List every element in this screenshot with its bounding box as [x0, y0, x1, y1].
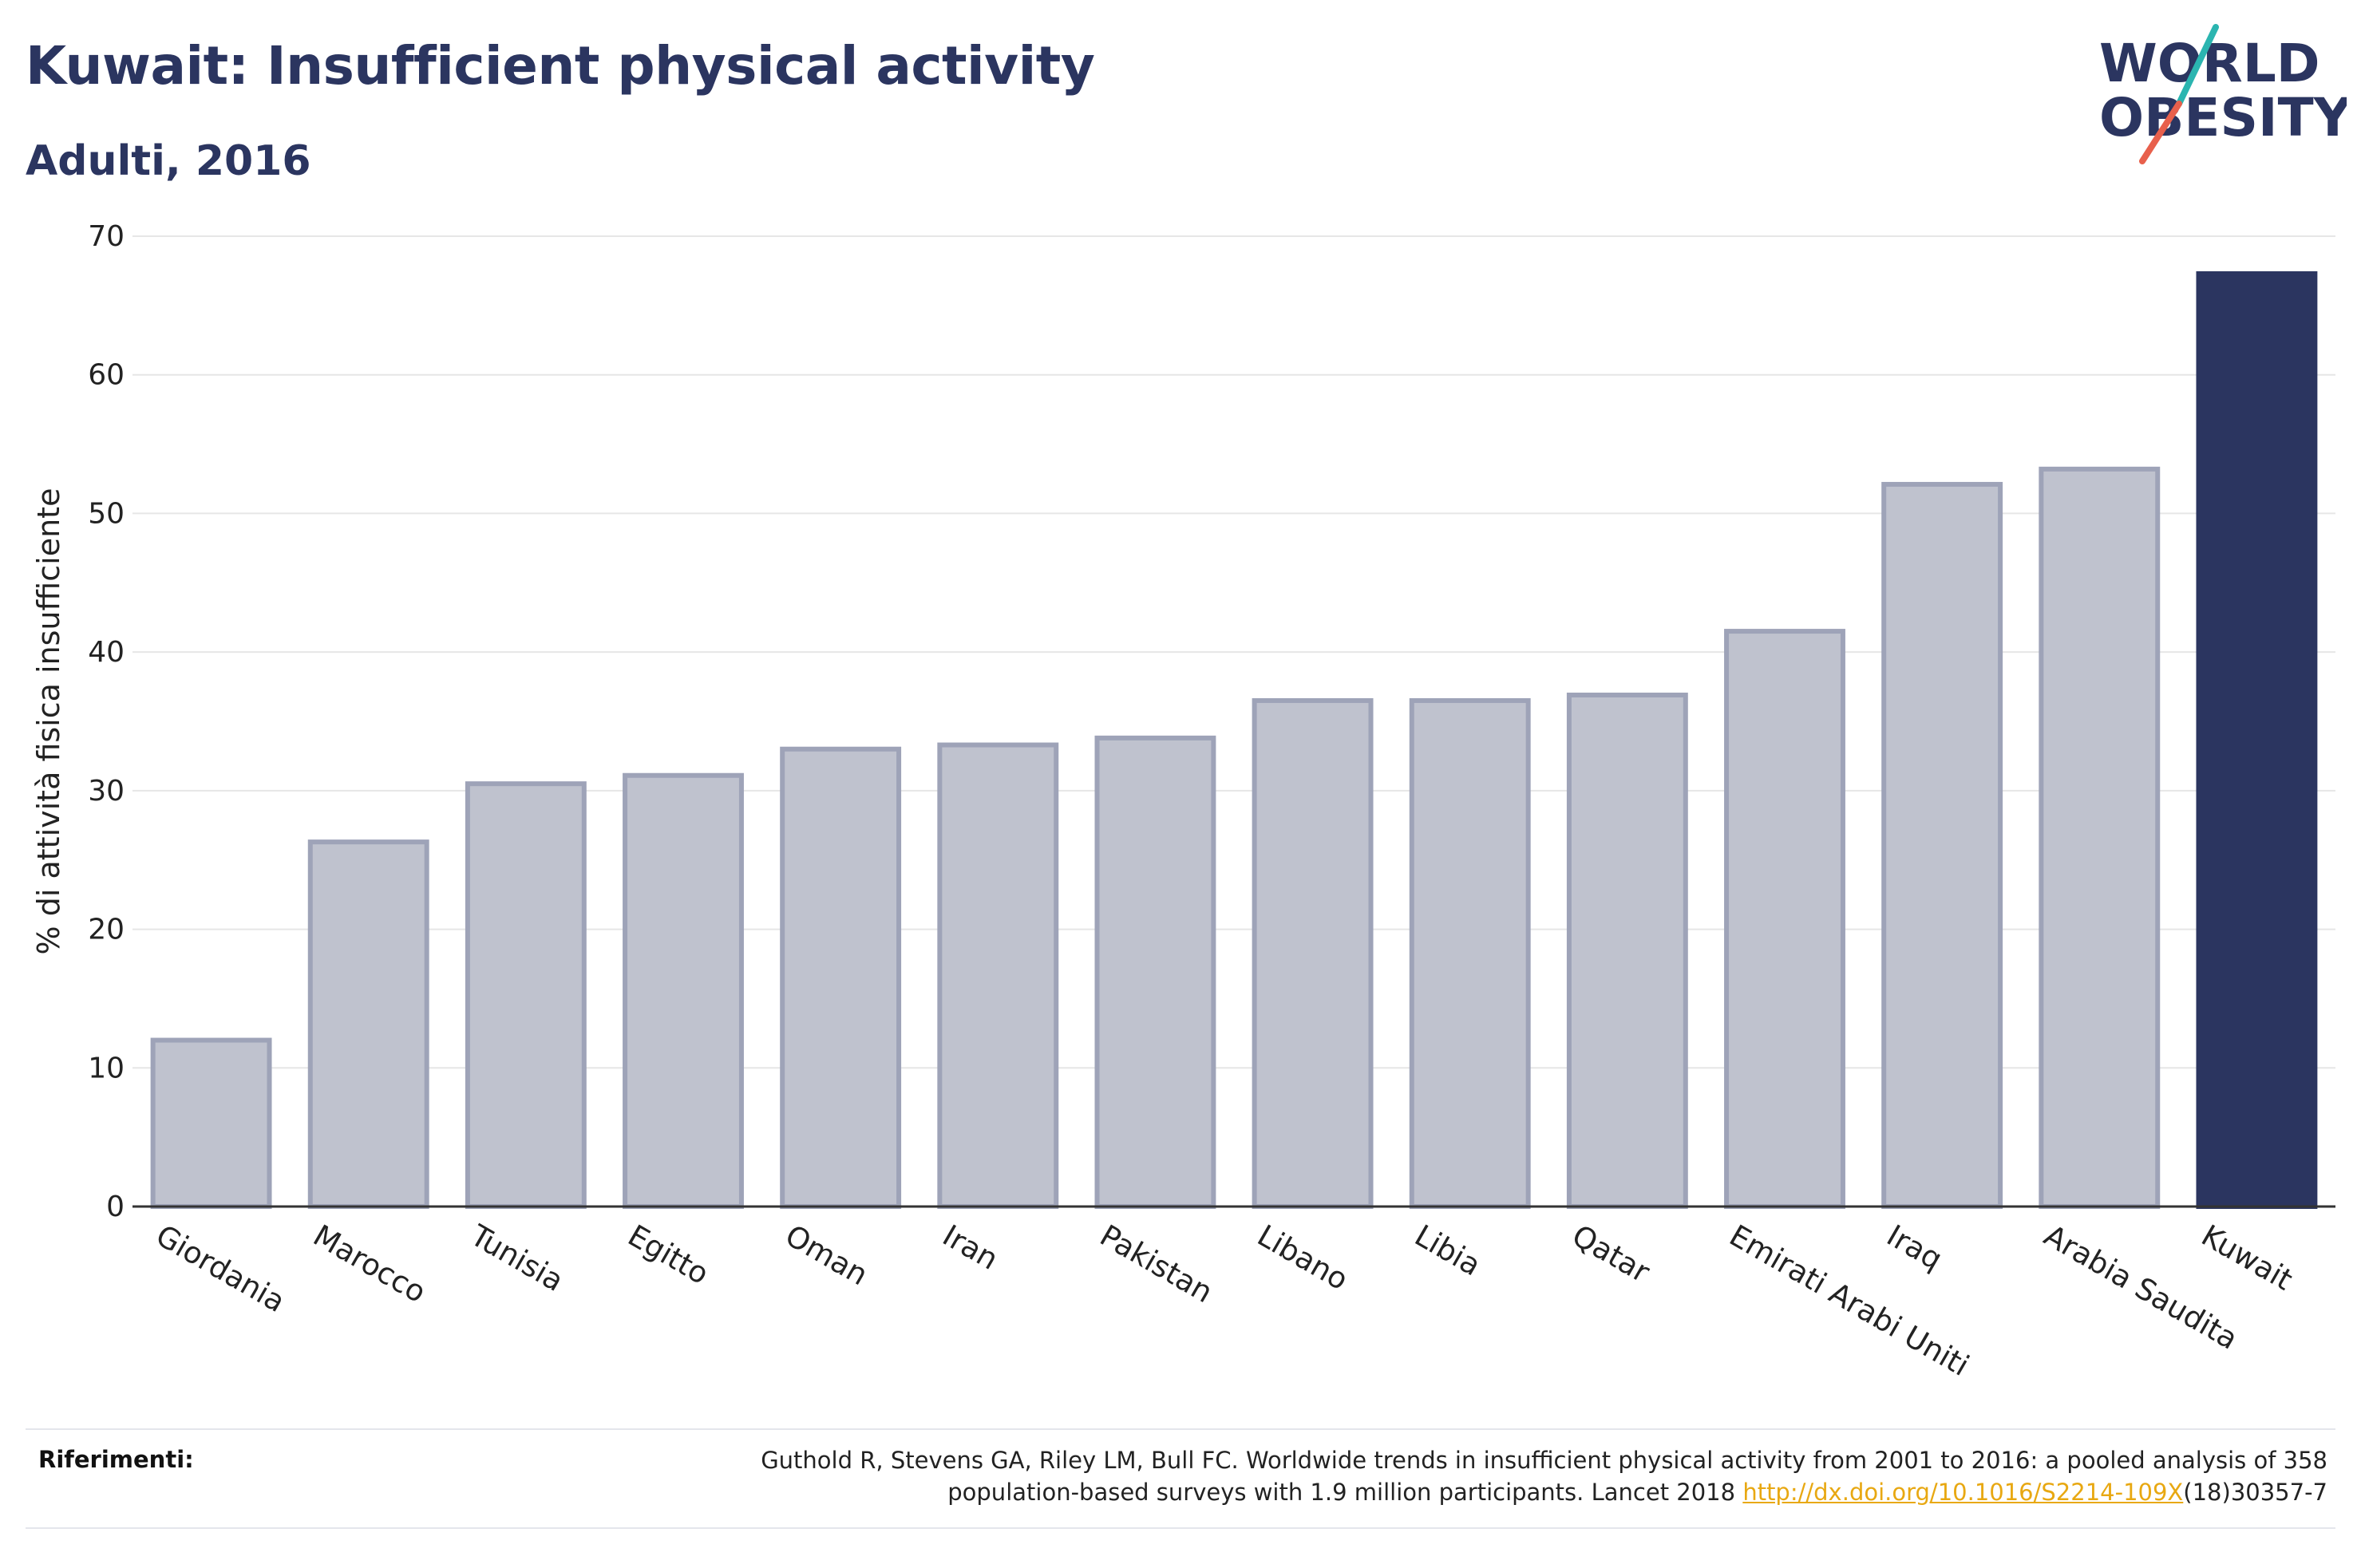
y-axis-ticks: 0 10 20 30 40 50 60 70 [88, 220, 125, 1223]
x-tick-label: Libia [1409, 1218, 1486, 1283]
y-tick-label: 20 [88, 914, 125, 946]
logo-slash-bottom [2139, 101, 2182, 164]
bar-oman [780, 746, 902, 1209]
x-tick-label: Iran [937, 1218, 1004, 1277]
bar-kuwait [2196, 271, 2318, 1210]
y-tick-label: 50 [88, 497, 125, 530]
references-label: Riferimenti: [38, 1446, 194, 1473]
x-tick-label: Oman [780, 1218, 874, 1293]
x-tick-label: Qatar [1566, 1218, 1655, 1290]
x-axis-ticks: Giordania Marocco Tunisia Egitto Oman Iran Pak… [150, 1218, 2298, 1383]
y-tick-label: 10 [88, 1052, 125, 1084]
y-tick-label: 30 [88, 775, 125, 808]
bar-iraq [1881, 481, 2003, 1209]
references-panel: Riferimenti: Guthold R, Stevens GA, Rile… [26, 1428, 2335, 1529]
x-tick-label: Giordania [150, 1218, 291, 1320]
x-tick-label: Egitto [623, 1218, 715, 1292]
bar-emirati-arabi-uniti [1724, 629, 1845, 1209]
x-tick-label: Libano [1252, 1218, 1354, 1297]
y-axis-label: % di attività fisica insufficiente [31, 488, 66, 955]
reference-line-2-end: (18)30357-7 [2183, 1479, 2327, 1506]
y-tick-label: 60 [88, 359, 125, 392]
bar-marocco [307, 839, 429, 1210]
y-tick-label: 0 [106, 1191, 125, 1223]
bar-chart: 0 10 20 30 40 50 60 70 Giordania Marocco Tunisia E… [31, 220, 2335, 1383]
x-tick-label: Iraq [1881, 1218, 1948, 1277]
bar-tunisia [465, 781, 587, 1209]
bar-giordania [150, 1037, 272, 1209]
reference-line-1: Guthold R, Stevens GA, Riley LM, Bull FC… [761, 1447, 2327, 1474]
logo-slash-top [2176, 24, 2219, 107]
bar-iran [937, 742, 1059, 1209]
logo-word-obesity: OBESITY [2099, 87, 2347, 148]
chart-title: Kuwait: Insufficient physical activity [26, 35, 1095, 97]
reference-doi-link[interactable]: http://dx.doi.org/10.1016/S2214-109X [1742, 1479, 2184, 1506]
bars [150, 271, 2318, 1210]
x-tick-label: Pakistan [1094, 1218, 1219, 1310]
world-obesity-logo: WORLD OBESITY [2099, 24, 2347, 164]
x-tick-label: Marocco [307, 1218, 432, 1310]
bar-qatar [1566, 692, 1688, 1209]
x-tick-label: Tunisia [464, 1218, 569, 1298]
y-tick-label: 40 [88, 636, 125, 669]
bar-libia [1409, 697, 1531, 1209]
references-text: Guthold R, Stevens GA, Riley LM, Bull FC… [492, 1444, 2327, 1508]
grid-lines [132, 235, 2335, 1069]
y-tick-label: 70 [88, 220, 125, 253]
bar-pakistan [1094, 735, 1216, 1209]
bar-libano [1252, 697, 1374, 1209]
reference-line-2: population-based surveys with 1.9 millio… [947, 1479, 1743, 1506]
x-tick-label: Kuwait [2196, 1218, 2299, 1297]
bar-arabia-saudita [2039, 466, 2161, 1209]
bar-egitto [623, 772, 744, 1209]
chart-subtitle: Adulti, 2016 [26, 137, 311, 185]
